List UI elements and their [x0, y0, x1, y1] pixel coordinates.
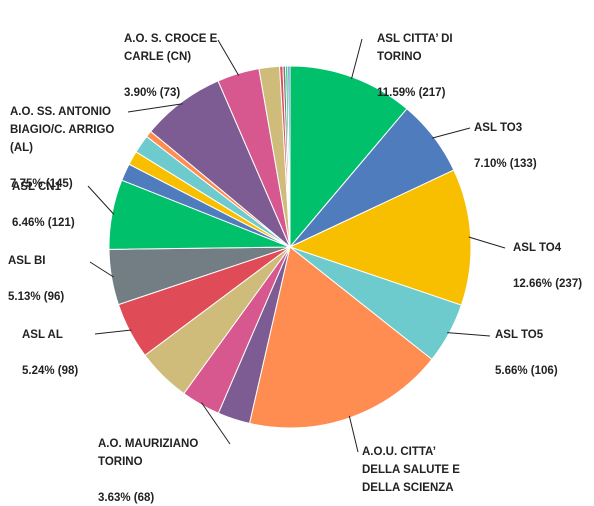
leader-line: [468, 236, 506, 249]
leader-line: [431, 127, 471, 139]
slice-label: A.O. S. CROCE E CARLE (CN) 3.90% (73): [124, 33, 218, 99]
leader-line: [201, 402, 231, 445]
slice-label: ASL TO3 7.10% (133): [474, 122, 537, 170]
slice-labels: ASL CITTA’ DI TORINO 11.59% (217) ASL TO3 7.…: [8, 33, 582, 504]
leader-line: [351, 38, 363, 80]
leader-line: [94, 329, 132, 335]
leader-line: [348, 415, 359, 453]
slice-label: A.O. MAURIZIANO TORINO 3.63% (68): [98, 438, 198, 504]
leader-line: [89, 261, 114, 278]
leader-line: [127, 103, 183, 113]
slice-value-label: 3.90% (73): [124, 87, 180, 99]
slice-label: ASL CITTA’ DI TORINO 11.59% (217): [377, 33, 453, 99]
slice-value-label: 7.75% (145): [10, 178, 73, 190]
slice-label: ASL TO5 5.66% (106): [495, 329, 558, 377]
slice-value-label: 6.46% (121): [12, 217, 75, 229]
slice-label: ASL TO4 12.66% (237): [513, 242, 582, 290]
slice-value-label: 7.10% (133): [474, 158, 537, 170]
pie-slice: [287, 65, 291, 248]
pie-slices: [108, 65, 472, 429]
slice-value-label: 3.63% (68): [98, 492, 154, 504]
pie-slice: [288, 169, 472, 306]
slice-value-label: 12.66% (237): [513, 278, 582, 290]
slice-label: ASL BI 5.13% (96): [8, 255, 64, 303]
slice-value-label: 5.24% (98): [22, 365, 78, 377]
slice-label: ASL CN1 6.46% (121): [12, 181, 75, 229]
slice-label: A.O.U. CITTA’ DELLA SALUTE E DELLA SCIENZA: [362, 446, 460, 494]
leader-line: [217, 39, 240, 76]
slice-value-label: 5.13% (96): [8, 291, 64, 303]
slice-value-label: 11.59% (217): [377, 87, 446, 99]
slice-label: A.O. SS. ANTONIO BIAGIO/C. ARRIGO (AL) 7.75…: [10, 106, 114, 190]
slice-value-label: 5.66% (106): [495, 365, 558, 377]
leader-line: [87, 185, 115, 215]
leader-lines: [87, 38, 506, 453]
leader-line: [447, 332, 491, 337]
slice-label: ASL AL 5.24% (98): [22, 329, 78, 377]
